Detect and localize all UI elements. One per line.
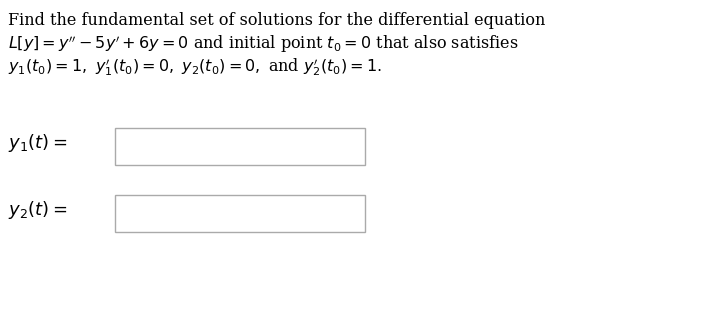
- Text: $y_1(t) =$: $y_1(t) =$: [8, 132, 67, 154]
- Text: Find the fundamental set of solutions for the differential equation: Find the fundamental set of solutions fo…: [8, 12, 546, 29]
- FancyBboxPatch shape: [115, 128, 365, 165]
- Text: $y_2(t) =$: $y_2(t) =$: [8, 199, 67, 221]
- Text: $y_1(t_0) = 1,\ y_1'(t_0) = 0,\ y_2(t_0) = 0,$ and $y_2'(t_0) = 1.$: $y_1(t_0) = 1,\ y_1'(t_0) = 0,\ y_2(t_0)…: [8, 56, 382, 78]
- Text: $L[y] = y'' - 5y' + 6y = 0$ and initial point $t_0 = 0$ that also satisfies: $L[y] = y'' - 5y' + 6y = 0$ and initial …: [8, 34, 518, 55]
- FancyBboxPatch shape: [115, 195, 365, 232]
